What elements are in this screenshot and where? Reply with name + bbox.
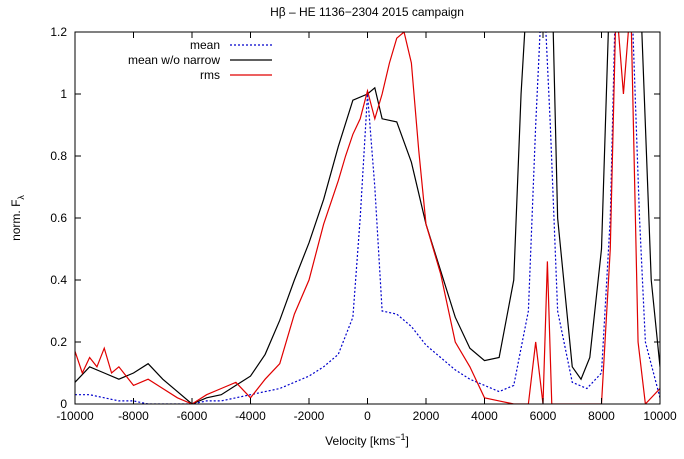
legend-label: mean: [190, 38, 220, 52]
x-tick-label: -4000: [235, 409, 266, 423]
y-tick-label: 1: [60, 87, 67, 101]
chart-title: Hβ – HE 1136−2304 2015 campaign: [270, 5, 464, 19]
y-tick-label: 0: [60, 397, 67, 411]
x-label-sup: −1: [395, 432, 405, 442]
x-tick-label: -6000: [177, 409, 208, 423]
y-label-sub: λ: [16, 195, 26, 200]
plot-area: [75, 32, 660, 404]
x-label-end: ]: [405, 434, 408, 448]
x-tick-label: 4000: [471, 409, 498, 423]
series-line: [75, 32, 660, 404]
y-tick-label: 0.2: [50, 335, 67, 349]
y-tick-label: 0.4: [50, 273, 67, 287]
legend-label: mean w/o narrow: [128, 53, 220, 67]
y-axis-label: norm. Fλ: [9, 195, 26, 241]
series-line: [75, 32, 660, 404]
y-label-text: norm. F: [9, 200, 23, 241]
x-tick-label: 10000: [643, 409, 677, 423]
series-line: [75, 32, 660, 404]
x-tick-label: 2000: [413, 409, 440, 423]
x-tick-label: -10000: [56, 409, 94, 423]
y-tick-label: 0.6: [50, 211, 67, 225]
x-axis-label: Velocity [kms−1]: [325, 432, 409, 448]
x-tick-label: 8000: [588, 409, 615, 423]
y-tick-label: 1.2: [50, 25, 67, 39]
legend-label: rms: [200, 68, 220, 82]
x-tick-label: -8000: [118, 409, 149, 423]
plot-frame: [74, 31, 661, 405]
x-tick-label: -2000: [294, 409, 325, 423]
x-label-text: Velocity [kms: [325, 434, 395, 448]
x-tick-label: 0: [364, 409, 371, 423]
x-tick-label: 6000: [530, 409, 557, 423]
y-tick-label: 0.8: [50, 149, 67, 163]
